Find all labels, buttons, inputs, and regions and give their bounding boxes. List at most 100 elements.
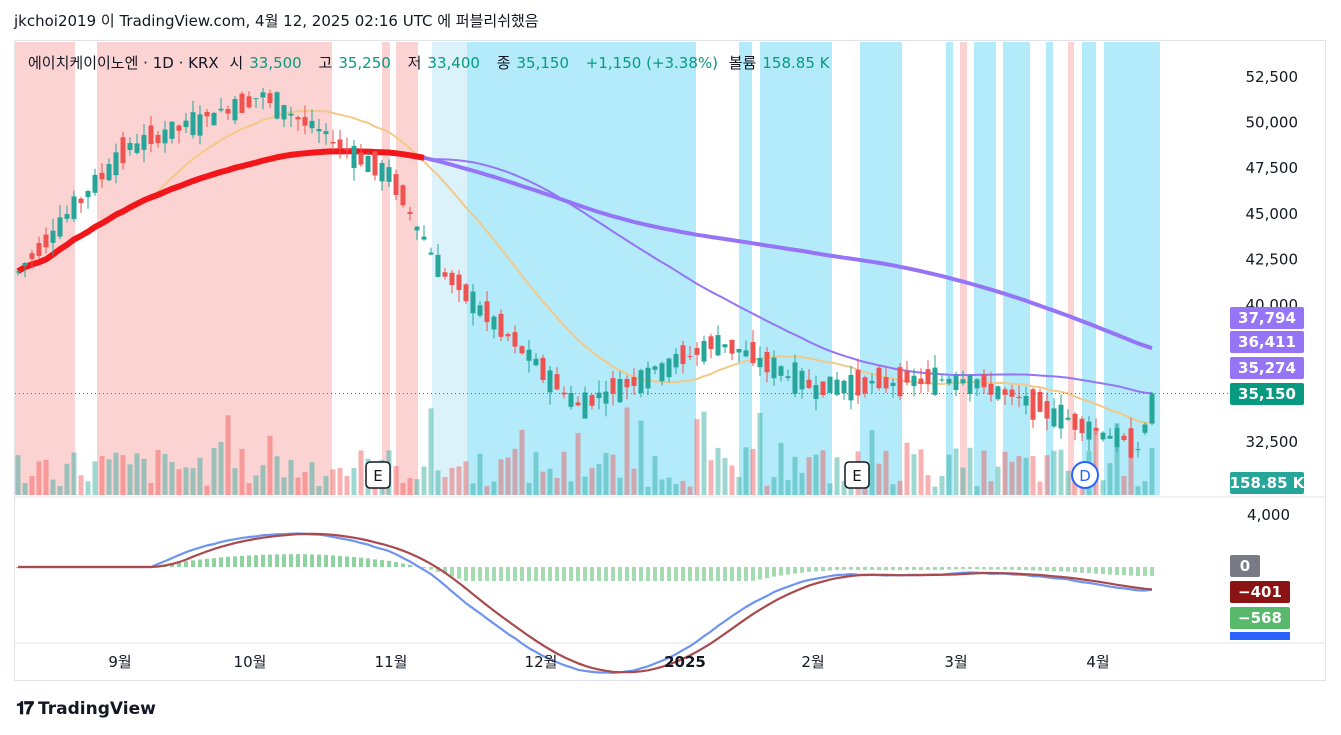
price-axis-tick: 32,500 <box>1246 433 1299 451</box>
candle-body <box>848 374 854 401</box>
candle-body <box>1058 404 1064 429</box>
candle-body <box>757 358 763 368</box>
volume-bar <box>169 462 175 495</box>
candle-body <box>988 383 994 395</box>
volume-bar <box>162 454 168 495</box>
macd-histogram-bar <box>569 567 573 581</box>
candle-body <box>1030 389 1036 420</box>
candle-body <box>113 152 119 176</box>
volume-bar <box>435 470 441 495</box>
candle-body <box>316 128 322 132</box>
symbol-legend: 에이치케이이노엔 · 1D · KRX 시 33,500 고 35,250 저 33,… <box>28 52 841 73</box>
volume-bar <box>1002 451 1008 495</box>
macd-histogram-bar <box>303 554 307 567</box>
macd-histogram-bar <box>576 567 580 581</box>
volume-bar <box>358 450 364 495</box>
candle-body <box>71 196 77 220</box>
price-badge-bg <box>1230 383 1304 405</box>
volume-bar <box>1107 463 1113 495</box>
macd-histogram-bar <box>1066 567 1070 572</box>
macd-histogram-bar <box>247 555 251 567</box>
volume-bar <box>253 475 259 495</box>
macd-histogram-bar <box>1045 567 1049 571</box>
legend-volume: 볼륨 158.85 K <box>728 54 830 72</box>
macd-histogram-bar <box>352 556 356 567</box>
candle-body <box>939 379 945 381</box>
footer-brand[interactable]: 𝟏𝟕 TradingView <box>16 698 156 719</box>
candle-body <box>834 379 840 395</box>
candle-body <box>484 301 490 323</box>
volume-bar <box>1114 423 1120 495</box>
macd-histogram-bar <box>688 567 692 581</box>
volume-bar <box>890 484 896 495</box>
macd-histogram-bar <box>604 567 608 581</box>
volume-bar <box>400 482 406 495</box>
legend-open: 시 33,500 <box>229 54 302 72</box>
volume-bar <box>71 452 77 495</box>
volume-bar <box>701 411 707 495</box>
price-axis-tick: 50,000 <box>1246 114 1299 132</box>
macd-histogram-bar <box>919 567 923 571</box>
macd-histogram-bar <box>464 567 468 581</box>
volume-bar <box>120 455 126 495</box>
macd-histogram-bar <box>1136 567 1140 576</box>
macd-histogram-bar <box>317 554 321 567</box>
macd-histogram-bar <box>541 567 545 581</box>
regime-band <box>1003 42 1030 495</box>
volume-bar <box>596 464 602 495</box>
volume-bar <box>428 408 434 495</box>
candle-body <box>197 114 203 136</box>
volume-bar <box>834 457 840 495</box>
volume-bar <box>911 454 917 495</box>
candle-body <box>631 377 637 386</box>
volume-bar <box>974 486 980 495</box>
volume-bar <box>617 477 623 495</box>
macd-histogram-bar <box>912 567 916 571</box>
volume-bar <box>1142 481 1148 495</box>
volume-bar <box>491 481 497 495</box>
earnings-marker-box <box>844 461 870 489</box>
candle-body <box>687 356 693 358</box>
volume-bar <box>85 481 91 495</box>
candle-body <box>148 125 154 145</box>
volume-bar <box>43 459 49 495</box>
macd-histogram-bar <box>240 555 244 567</box>
candle-body <box>701 340 707 362</box>
candle-body <box>1093 428 1099 431</box>
candle-body <box>575 402 581 406</box>
candle-body <box>393 174 399 195</box>
macd-histogram-bar <box>660 567 664 581</box>
candle-body <box>750 342 756 364</box>
macd-histogram-bar <box>884 567 888 571</box>
time-axis-tick: 11월 <box>375 653 408 671</box>
macd-histogram-bar <box>198 559 202 567</box>
macd-histogram-bar <box>821 567 825 572</box>
candle-body <box>365 155 371 173</box>
volume-bar <box>78 475 84 495</box>
volume-bar <box>1121 476 1127 495</box>
candle-body <box>1114 427 1120 448</box>
volume-bar <box>183 467 189 495</box>
macd-histogram-bar <box>324 554 328 567</box>
volume-bar <box>267 435 273 495</box>
macd-histogram-bar <box>1087 567 1091 574</box>
volume-bar <box>757 413 763 495</box>
candle-body <box>64 214 70 219</box>
candle-body <box>589 395 595 406</box>
candle-body <box>722 344 728 348</box>
candle-body <box>918 378 924 385</box>
volume-bar <box>407 478 413 495</box>
macd-histogram-bar <box>289 554 293 567</box>
macd-histogram-bar <box>1010 567 1014 570</box>
macd-histogram-bar <box>226 556 230 567</box>
macd-histogram-bar <box>653 567 657 581</box>
volume-bar <box>708 460 714 495</box>
candle-body <box>141 134 147 150</box>
publish-caption: jkchoi2019 이 TradingView.com, 4월 12, 202… <box>14 12 539 30</box>
candle-body <box>799 370 805 390</box>
volume-bar <box>869 430 875 495</box>
volume-bar <box>512 448 518 495</box>
candle-body <box>344 148 350 150</box>
volume-bar <box>484 485 490 495</box>
